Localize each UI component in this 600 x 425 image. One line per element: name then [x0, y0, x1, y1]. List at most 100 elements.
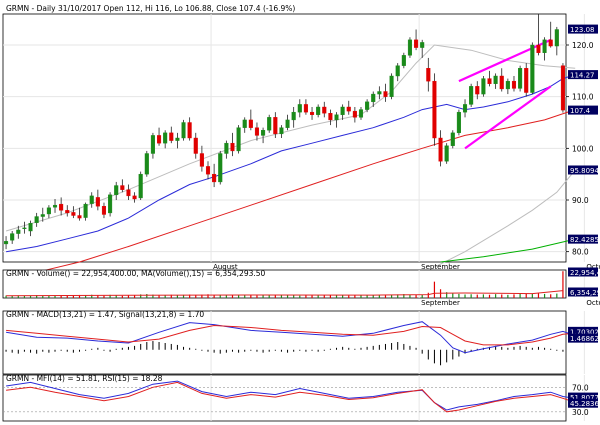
price-panel-frame: [2, 13, 567, 263]
candle-body: [432, 80, 437, 139]
candle-body: [16, 229, 21, 234]
price-y-tick-label: 80.0: [572, 248, 589, 257]
candle-body: [224, 142, 229, 154]
oscillator-line: [6, 381, 576, 413]
candle-body: [346, 106, 351, 112]
candle-body: [401, 55, 406, 66]
candle-body: [524, 68, 529, 93]
price-value-badge: 82.4285: [570, 236, 599, 244]
price-y-tick-label: 100.0: [572, 144, 594, 153]
rsi-value-badge-bg: [568, 398, 598, 408]
month-label: October: [586, 263, 600, 271]
candle-body: [120, 185, 125, 190]
price-y-tick-label: 120.0: [572, 41, 594, 50]
candle-body: [22, 227, 27, 229]
candle-body: [71, 212, 76, 216]
candle-body: [40, 214, 45, 217]
candle-body: [530, 44, 535, 93]
candle-body: [205, 166, 211, 175]
trend-channel-line: [458, 38, 552, 83]
macd-panel-frame: [2, 310, 567, 375]
candle-body: [175, 137, 180, 141]
candle-body: [334, 114, 339, 121]
candle-body: [273, 117, 278, 135]
candle-body: [218, 153, 223, 183]
candle-body: [383, 91, 388, 97]
candle-body: [505, 80, 510, 90]
candle-body: [340, 106, 345, 115]
candle-body: [542, 39, 547, 53]
mfi-panel-frame: [2, 374, 567, 422]
candle-body: [316, 106, 321, 115]
candle-body: [426, 68, 431, 82]
volume-panel: 22,954,400 6,354,293 October: [2, 267, 600, 307]
mfi-y-tick-label: 70.0: [572, 383, 589, 392]
candle-body: [481, 78, 486, 95]
candle-body: [193, 137, 198, 154]
candle-body: [248, 119, 253, 128]
price-value-badge: 123.08: [570, 26, 595, 34]
candle-body: [34, 216, 39, 223]
month-label: October: [586, 299, 600, 307]
candle-body: [101, 205, 107, 215]
candle-body: [511, 80, 517, 89]
candle-body: [28, 223, 33, 232]
candle-body: [322, 106, 327, 114]
moving-average-line: [6, 74, 576, 253]
candle-body: [77, 215, 82, 219]
candle-body: [438, 137, 443, 162]
candle-body: [150, 135, 155, 154]
price-value-badge-bg: [568, 234, 598, 244]
candle-body: [475, 86, 480, 95]
candle-body: [469, 86, 474, 105]
candle-body: [95, 197, 100, 207]
candle-body: [212, 173, 217, 183]
candle-body: [144, 153, 149, 175]
candle-body: [352, 110, 357, 118]
candle-body: [163, 132, 168, 144]
candle-body: [181, 122, 186, 139]
candle-body: [157, 135, 162, 144]
volume-ma-line: [6, 290, 563, 297]
candle-body: [138, 173, 143, 199]
mfi-value-badge-bg: [568, 392, 598, 402]
candle-body: [444, 145, 449, 162]
candle-body: [108, 194, 113, 214]
candle-body: [199, 153, 204, 167]
candle-body: [407, 39, 412, 56]
candle-body: [52, 204, 58, 208]
trend-channel-line: [464, 85, 552, 150]
candle-body: [279, 127, 284, 135]
candle-body: [389, 75, 394, 97]
volume-panel-title: GRMN - Volume() = 22,954,400.00, MA(Volu…: [6, 269, 266, 278]
candle-body: [83, 203, 88, 218]
volume-value-badge-bg: [568, 267, 598, 277]
candle-body: [4, 241, 9, 245]
candle-body: [462, 104, 468, 113]
candle-body: [132, 195, 137, 200]
price-panel: 80.0 90.0 100.0 110.0 120.0 123.08 114.27 107.4…: [2, 13, 600, 273]
oscillator-line: [6, 380, 576, 411]
moving-average-line: [440, 238, 576, 263]
price-value-badge: 114.27: [570, 72, 595, 80]
price-panel-title: GRMN - Daily 31/10/2017 Open 112, Hi 116…: [6, 4, 295, 13]
candle-body: [285, 119, 290, 128]
candle-body: [291, 111, 296, 121]
candle-body: [126, 189, 131, 197]
candle-body: [59, 203, 64, 211]
candle-body: [310, 111, 315, 115]
candle-body: [420, 42, 425, 48]
mfi-panel-title: GRMN - MFI(14) = 51.81, RSI(15) = 18.28: [6, 374, 163, 383]
volume-ma-value-badge-bg: [568, 287, 598, 297]
price-value-badge-bg: [568, 165, 598, 175]
price-value-badge: 107.4: [570, 107, 591, 115]
candle-body: [267, 117, 272, 131]
candle-body: [187, 122, 192, 139]
macd-signal-badge-bg: [568, 326, 598, 336]
candle-body: [518, 68, 523, 89]
macd-panel-title: GRMN - MACD(13,21) = 1.47, Signal(13,21,…: [6, 310, 204, 319]
macd-value-badge-bg: [568, 333, 598, 343]
volume-ma-value-badge: 6,354,293: [570, 289, 600, 297]
candle-body: [46, 207, 51, 215]
